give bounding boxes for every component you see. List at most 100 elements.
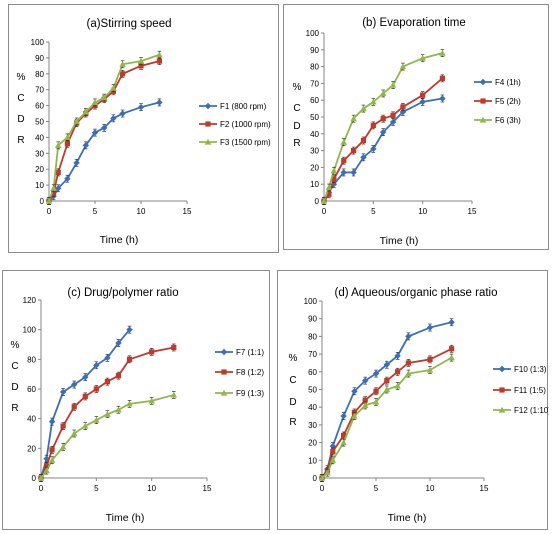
data-point <box>149 349 155 355</box>
data-point <box>115 373 122 379</box>
x-tick-label: 5 <box>94 484 99 493</box>
data-point <box>54 142 62 148</box>
x-tick-label: 15 <box>203 484 212 493</box>
y-tick-label: 60 <box>308 368 317 377</box>
data-point <box>351 412 358 419</box>
legend-marker <box>204 138 212 145</box>
data-point <box>340 412 347 420</box>
data-point <box>399 63 407 70</box>
data-point <box>360 154 367 161</box>
chart-panel-b: (b) Evaporation time 0 10 20 30 40 50 60 70 80 90 1… <box>283 4 549 250</box>
data-point <box>93 416 100 423</box>
y-axis-label-letter: % <box>293 82 302 93</box>
data-point <box>59 388 67 396</box>
data-point <box>115 406 122 413</box>
data-point <box>64 134 71 140</box>
y-tick-label: 60 <box>27 385 36 394</box>
data-point <box>43 463 50 469</box>
series-3 <box>45 50 163 205</box>
series-1 <box>318 318 455 482</box>
data-point <box>91 129 99 136</box>
chart-panel-a: (a)Stirring speed 0 10 20 30 40 50 60 70 80 90 100 0… <box>8 4 279 253</box>
data-point <box>439 75 445 81</box>
x-axis-label: Time (h) <box>106 512 145 524</box>
series-3 <box>320 49 446 205</box>
data-point <box>384 378 390 384</box>
y-tick-label: 20 <box>308 439 317 448</box>
data-point <box>448 354 455 361</box>
y-axis-label-letter: C <box>289 375 296 386</box>
data-point <box>383 361 390 368</box>
data-point <box>60 423 66 429</box>
data-point <box>64 175 71 182</box>
y-tick-label: 50 <box>310 113 319 122</box>
y-tick-label: 100 <box>304 297 318 306</box>
chart-title: (d) Aqueous/organic phase ratio <box>334 287 497 299</box>
data-point <box>115 339 122 347</box>
data-point <box>137 57 145 64</box>
legend-label: F11 (1:5) <box>514 386 546 395</box>
y-axis-label-letter: C <box>11 361 18 372</box>
y-tick-label: 90 <box>308 315 317 324</box>
data-point <box>43 467 50 474</box>
data-point <box>448 319 455 326</box>
data-point <box>325 184 333 191</box>
data-point <box>419 55 426 61</box>
data-point <box>93 362 100 369</box>
data-point <box>55 185 62 192</box>
data-point <box>156 99 163 106</box>
y-tick-label: 80 <box>310 63 319 72</box>
data-point <box>91 99 99 106</box>
x-tick-label: 10 <box>418 207 427 216</box>
data-point <box>426 324 434 331</box>
legend-marker <box>205 121 211 127</box>
y-tick-label: 10 <box>308 456 317 465</box>
chart-title: (b) Evaporation time <box>362 17 466 29</box>
x-tick-label: 0 <box>39 484 44 493</box>
data-point <box>389 118 397 126</box>
data-point <box>119 110 126 117</box>
data-point <box>330 167 338 174</box>
data-point <box>427 356 433 363</box>
series-line <box>40 394 175 479</box>
data-point <box>372 398 380 405</box>
data-point <box>341 432 347 439</box>
legend-label: F8 (1:2) <box>236 368 264 377</box>
y-tick-label: 60 <box>35 102 44 111</box>
y-axis-label-letter: D <box>11 382 18 393</box>
data-point <box>439 95 446 102</box>
data-point <box>361 402 369 409</box>
y-tick-label: 50 <box>35 118 44 127</box>
data-point <box>138 63 144 69</box>
data-point <box>110 115 117 122</box>
data-point <box>350 115 357 122</box>
data-point <box>49 447 55 453</box>
data-point <box>156 51 163 58</box>
legend-label: F3 (1500 rpm) <box>220 138 271 147</box>
legend-label: F10 (1:3) <box>514 365 547 374</box>
chart-panel-c: (c) Drug/polymer ratio 0 20 40 60 80 100 120 0 5 1… <box>2 270 270 530</box>
data-point <box>82 373 89 381</box>
x-tick-label: 15 <box>480 484 489 493</box>
x-tick-label: 5 <box>371 207 376 216</box>
data-point <box>71 404 77 410</box>
y-axis-label-letter: % <box>11 340 20 351</box>
data-point <box>81 422 89 429</box>
data-point <box>73 159 80 167</box>
series-3 <box>37 391 178 482</box>
data-point <box>341 158 347 164</box>
data-point <box>383 386 391 393</box>
data-point <box>360 137 367 144</box>
y-axis-label-letter: C <box>293 103 300 114</box>
y-tick-label: 50 <box>308 386 317 395</box>
y-tick-label: 0 <box>32 474 37 483</box>
data-point <box>360 105 367 112</box>
data-point <box>351 148 357 154</box>
x-axis-label: Time (h) <box>100 234 139 246</box>
y-tick-label: 20 <box>35 165 44 174</box>
y-tick-label: 30 <box>35 149 44 158</box>
data-point <box>73 118 80 125</box>
y-tick-label: 90 <box>35 54 44 63</box>
y-tick-label: 100 <box>306 29 320 38</box>
legend-label: F12 (1:10) <box>514 406 549 415</box>
